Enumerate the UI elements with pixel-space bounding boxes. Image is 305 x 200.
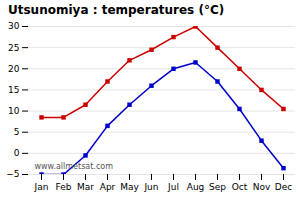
svg-text:20: 20 bbox=[8, 64, 20, 74]
svg-text:Apr: Apr bbox=[100, 182, 116, 192]
svg-text:Dec: Dec bbox=[275, 182, 292, 192]
svg-text:May: May bbox=[120, 182, 139, 192]
svg-text:www.allmetsat.com: www.allmetsat.com bbox=[35, 162, 114, 171]
svg-text:Mar: Mar bbox=[77, 182, 94, 192]
svg-text:15: 15 bbox=[8, 85, 19, 95]
svg-text:0: 0 bbox=[14, 148, 20, 158]
svg-text:Oct: Oct bbox=[232, 182, 248, 192]
svg-text:30: 30 bbox=[8, 21, 20, 31]
svg-text:Feb: Feb bbox=[56, 182, 72, 192]
svg-text:5: 5 bbox=[14, 127, 20, 137]
html-text:Utsunomiya : temperatures (°C): Utsunomiya : temperatures (°C) bbox=[8, 3, 225, 17]
svg-text:25: 25 bbox=[8, 43, 19, 53]
svg-text:Nov: Nov bbox=[253, 182, 271, 192]
svg-text:Jun: Jun bbox=[143, 182, 158, 192]
svg-text:Aug: Aug bbox=[187, 182, 205, 192]
svg-text:Sep: Sep bbox=[209, 182, 226, 192]
svg-text:Jan: Jan bbox=[34, 182, 49, 192]
svg-text:10: 10 bbox=[8, 106, 20, 116]
svg-text:Jul: Jul bbox=[167, 182, 179, 192]
svg-text:−5: −5 bbox=[6, 169, 19, 179]
